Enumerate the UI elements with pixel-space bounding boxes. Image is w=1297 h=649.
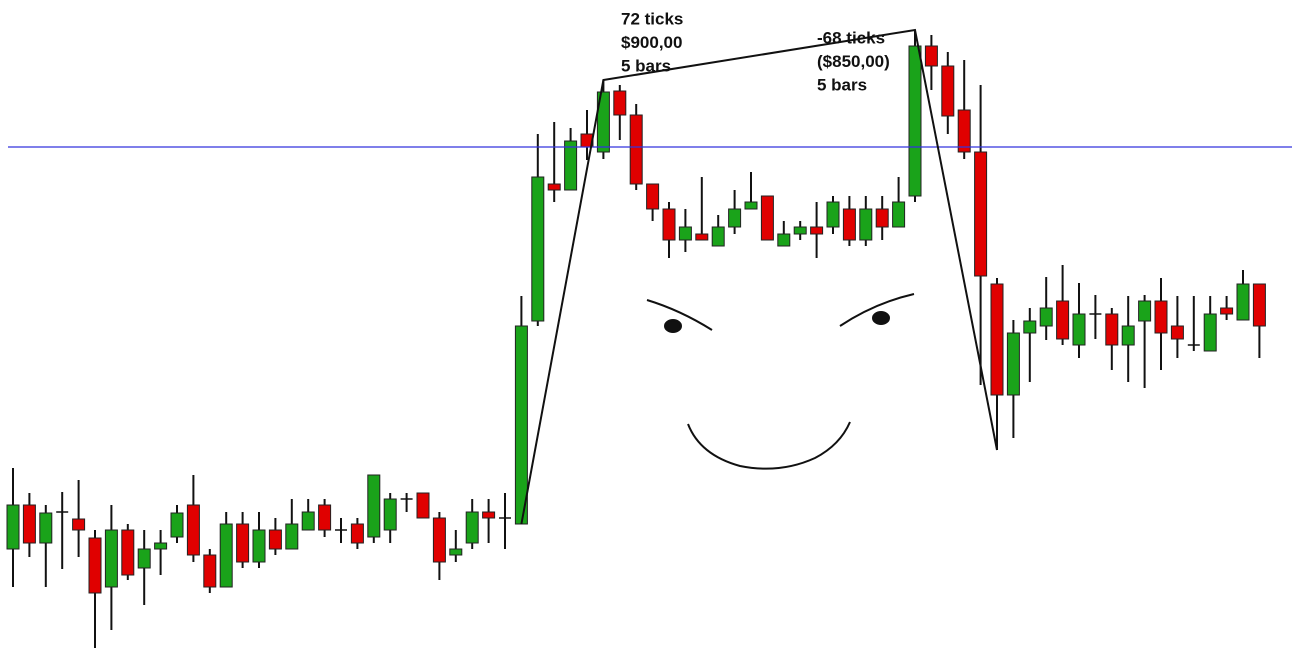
candle-body [975, 152, 987, 276]
candle-body [1057, 301, 1069, 339]
candle-body [1253, 284, 1265, 326]
annotation-text: -68 ticks [817, 28, 885, 47]
annotation-text: 72 ticks [621, 9, 683, 28]
candle-body [286, 524, 298, 549]
right-eye [873, 312, 889, 324]
face-drawing [647, 294, 914, 469]
zigzag-line [521, 30, 997, 524]
smile [688, 422, 850, 469]
annotation-text: 5 bars [817, 75, 867, 94]
candle-body [794, 227, 806, 234]
candle-body [89, 538, 101, 593]
candle-body [1007, 333, 1019, 395]
candle-body [532, 177, 544, 321]
candle-body [368, 475, 380, 537]
candle-body [1122, 326, 1134, 345]
candle-body [548, 184, 560, 190]
chart: 72 ticks $900,00 5 bars -68 ticks ($850,00) 5… [0, 0, 1297, 649]
candle-body [105, 530, 117, 587]
candle-body [204, 555, 216, 587]
candle-body [729, 209, 741, 227]
candle-body [237, 524, 249, 562]
candle-body [319, 505, 331, 530]
candle-body [893, 202, 905, 227]
candle-body [1171, 326, 1183, 339]
candle-body [958, 110, 970, 152]
candle-body [761, 196, 773, 240]
candle-body [450, 549, 462, 555]
left-eye [665, 320, 681, 332]
candle-body [1221, 308, 1233, 314]
candle-body [1073, 314, 1085, 345]
candle-body [827, 202, 839, 227]
candle-body [696, 234, 708, 240]
candle-body [925, 46, 937, 66]
candle-body [942, 66, 954, 116]
candle-body [647, 184, 659, 209]
candle-body [679, 227, 691, 240]
candle-body [23, 505, 35, 543]
candle-body [433, 518, 445, 562]
annotation-text: $900,00 [621, 33, 682, 52]
candle-body [73, 519, 85, 530]
candle-body [269, 530, 281, 549]
candle-body [417, 493, 429, 518]
candle-body [860, 209, 872, 240]
candle-body [1139, 301, 1151, 321]
candle-body [778, 234, 790, 246]
candle-body [876, 209, 888, 227]
candle-body [1204, 314, 1216, 351]
candle-body [712, 227, 724, 246]
candle-body [466, 512, 478, 543]
candle-body [843, 209, 855, 240]
candle-body [1024, 321, 1036, 333]
candle-body [515, 326, 527, 524]
candle-body [630, 115, 642, 184]
candle-body [1237, 284, 1249, 320]
candle-body [565, 141, 577, 190]
candle-body [351, 524, 363, 543]
candle-body [122, 530, 134, 575]
candle-body [745, 202, 757, 209]
candle-body [253, 530, 265, 562]
candle-body [187, 505, 199, 555]
candle-body [302, 512, 314, 530]
candle-body [991, 284, 1003, 395]
candle-body [40, 513, 52, 543]
candle-body [909, 46, 921, 196]
candle-body [220, 524, 232, 587]
candle-body [384, 499, 396, 530]
candle-body [483, 512, 495, 518]
candle-body [171, 513, 183, 537]
page: 72 ticks $900,00 5 bars -68 ticks ($850,00) 5… [0, 0, 1297, 649]
candle-body [811, 227, 823, 234]
annotation-text: 5 bars [621, 56, 671, 75]
candle-body [663, 209, 675, 240]
candle-body [1040, 308, 1052, 326]
candle-body [7, 505, 19, 549]
candle-body [1106, 314, 1118, 345]
candle-body [155, 543, 167, 549]
annotation-text: ($850,00) [817, 52, 890, 71]
candle-body [138, 549, 150, 568]
candle-body [614, 91, 626, 115]
candle-body [1155, 301, 1167, 333]
